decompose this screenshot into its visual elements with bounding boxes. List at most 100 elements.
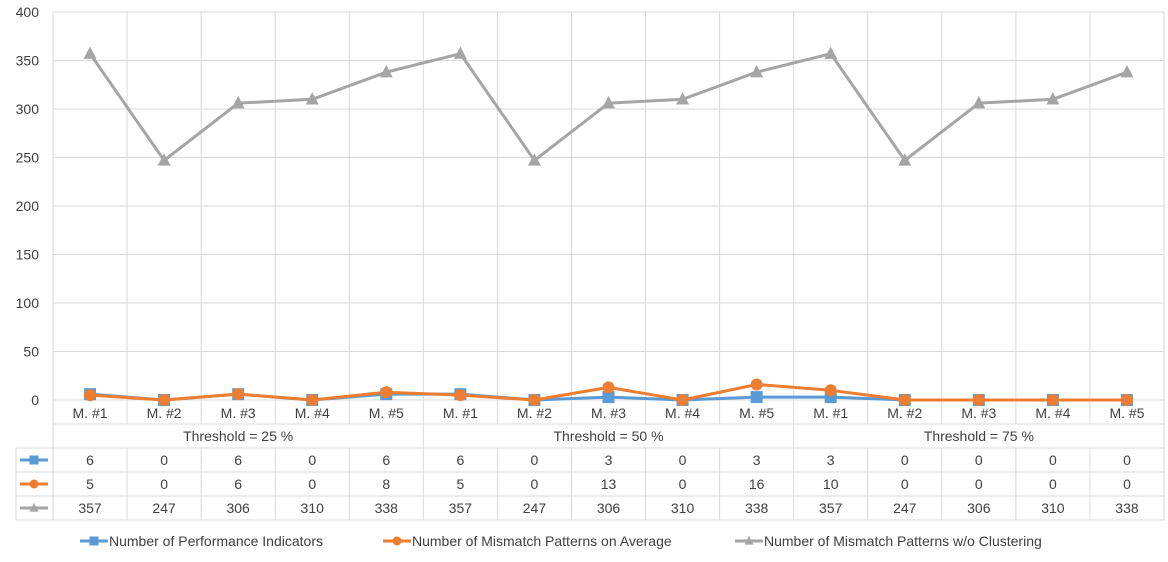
data-point bbox=[972, 394, 985, 406]
table-cell: 0 bbox=[901, 452, 909, 468]
table-cell: 0 bbox=[975, 476, 983, 492]
table-cell: 16 bbox=[749, 476, 765, 492]
table-cell: 0 bbox=[160, 476, 168, 492]
table-cell: 0 bbox=[1123, 476, 1131, 492]
table-cell: 0 bbox=[975, 452, 983, 468]
data-point bbox=[744, 536, 754, 545]
table-cell: 0 bbox=[531, 452, 539, 468]
data-point bbox=[29, 479, 39, 489]
data-point bbox=[898, 394, 911, 406]
legend-item: Number of Mismatch Patterns w/o Clusteri… bbox=[735, 533, 1042, 549]
table-cell: 0 bbox=[679, 476, 687, 492]
data-point bbox=[602, 381, 615, 394]
data-point bbox=[306, 394, 319, 406]
table-cell: 357 bbox=[819, 500, 843, 516]
data-point bbox=[824, 46, 838, 59]
table-cell: 0 bbox=[1049, 452, 1057, 468]
data-point bbox=[29, 455, 39, 465]
data-point bbox=[602, 391, 615, 404]
data-point bbox=[454, 389, 467, 402]
table-cell: 3 bbox=[605, 452, 613, 468]
legend-label: Number of Performance Indicators bbox=[109, 533, 323, 549]
data-point bbox=[29, 503, 39, 512]
table-cell: 0 bbox=[901, 476, 909, 492]
y-tick-label: 50 bbox=[23, 344, 39, 360]
data-point bbox=[527, 153, 541, 166]
table-cell: 338 bbox=[1115, 500, 1139, 516]
data-point bbox=[676, 92, 690, 105]
table-cell: 6 bbox=[234, 452, 242, 468]
table-cell: 6 bbox=[382, 452, 390, 468]
category-label: M. #5 bbox=[739, 405, 774, 421]
table-cell: 6 bbox=[234, 476, 242, 492]
series-lines bbox=[83, 46, 1134, 406]
data-point bbox=[898, 153, 912, 166]
series-triangle bbox=[83, 46, 1134, 166]
table-cell: 0 bbox=[1049, 476, 1057, 492]
table-cell: 5 bbox=[86, 476, 94, 492]
category-label: M. #5 bbox=[369, 405, 404, 421]
table-cell: 10 bbox=[823, 476, 839, 492]
table-cell: 338 bbox=[745, 500, 769, 516]
category-label: M. #3 bbox=[591, 405, 626, 421]
data-point bbox=[602, 96, 615, 109]
data-point bbox=[392, 536, 402, 546]
data-point bbox=[972, 96, 986, 109]
table-cell: 0 bbox=[160, 452, 168, 468]
y-tick-label: 400 bbox=[16, 4, 40, 20]
category-label: M. #4 bbox=[665, 405, 700, 421]
table-cell: 13 bbox=[601, 476, 617, 492]
table-cell: 310 bbox=[1041, 500, 1065, 516]
data-point bbox=[379, 64, 393, 78]
table-cell: 0 bbox=[308, 452, 316, 468]
table-cell: 247 bbox=[152, 500, 176, 516]
table-cell: 357 bbox=[78, 500, 102, 516]
data-point bbox=[1046, 92, 1060, 105]
category-label: M. #1 bbox=[443, 405, 478, 421]
data-point bbox=[824, 384, 837, 397]
legend: Number of Performance Indicators Number o… bbox=[80, 533, 1042, 549]
data-point bbox=[89, 536, 99, 546]
table-cell: 310 bbox=[301, 500, 325, 516]
category-label: M. #2 bbox=[887, 405, 922, 421]
y-tick-label: 250 bbox=[16, 150, 40, 166]
y-axis-tick-labels: 0 50 100 150 200 250 300 350 400 bbox=[16, 4, 40, 408]
table-cell: 338 bbox=[375, 500, 399, 516]
table-cell: 8 bbox=[382, 476, 390, 492]
category-label: M. #4 bbox=[1035, 405, 1070, 421]
table-cell: 0 bbox=[531, 476, 539, 492]
data-point bbox=[84, 389, 97, 402]
table-cell: 310 bbox=[671, 500, 695, 516]
data-point bbox=[1120, 394, 1133, 406]
data-point bbox=[232, 388, 245, 401]
legend-item: Number of Mismatch Patterns on Average bbox=[383, 533, 672, 549]
data-point bbox=[1046, 394, 1059, 406]
table-cell: 3 bbox=[827, 452, 835, 468]
y-tick-label: 0 bbox=[31, 392, 39, 408]
table-cell: 0 bbox=[679, 452, 687, 468]
table-cell: 6 bbox=[456, 452, 464, 468]
table-cell: 5 bbox=[456, 476, 464, 492]
category-label: M. #5 bbox=[1109, 405, 1144, 421]
category-label: M. #1 bbox=[813, 405, 848, 421]
data-point bbox=[750, 64, 764, 78]
group-label: Threshold = 75 % bbox=[924, 428, 1034, 444]
data-table: M. #1 M. #2 M. #3 M. #4 M. #5 M. #1 M. #2 M. #3… bbox=[15, 405, 1165, 521]
table-cell: 306 bbox=[226, 500, 250, 516]
category-label: M. #3 bbox=[221, 405, 256, 421]
y-tick-label: 350 bbox=[16, 53, 40, 69]
category-label: M. #1 bbox=[73, 405, 108, 421]
table-cell: 3 bbox=[753, 452, 761, 468]
table-cell: 357 bbox=[449, 500, 473, 516]
group-label: Threshold = 50 % bbox=[553, 428, 663, 444]
y-tick-label: 200 bbox=[16, 198, 40, 214]
data-point bbox=[750, 378, 763, 391]
y-tick-label: 300 bbox=[16, 101, 40, 117]
data-point bbox=[83, 46, 97, 59]
gridlines bbox=[52, 11, 1165, 424]
category-label: M. #2 bbox=[147, 405, 182, 421]
data-point bbox=[453, 46, 467, 59]
category-label: M. #2 bbox=[517, 405, 552, 421]
data-point bbox=[750, 391, 763, 404]
